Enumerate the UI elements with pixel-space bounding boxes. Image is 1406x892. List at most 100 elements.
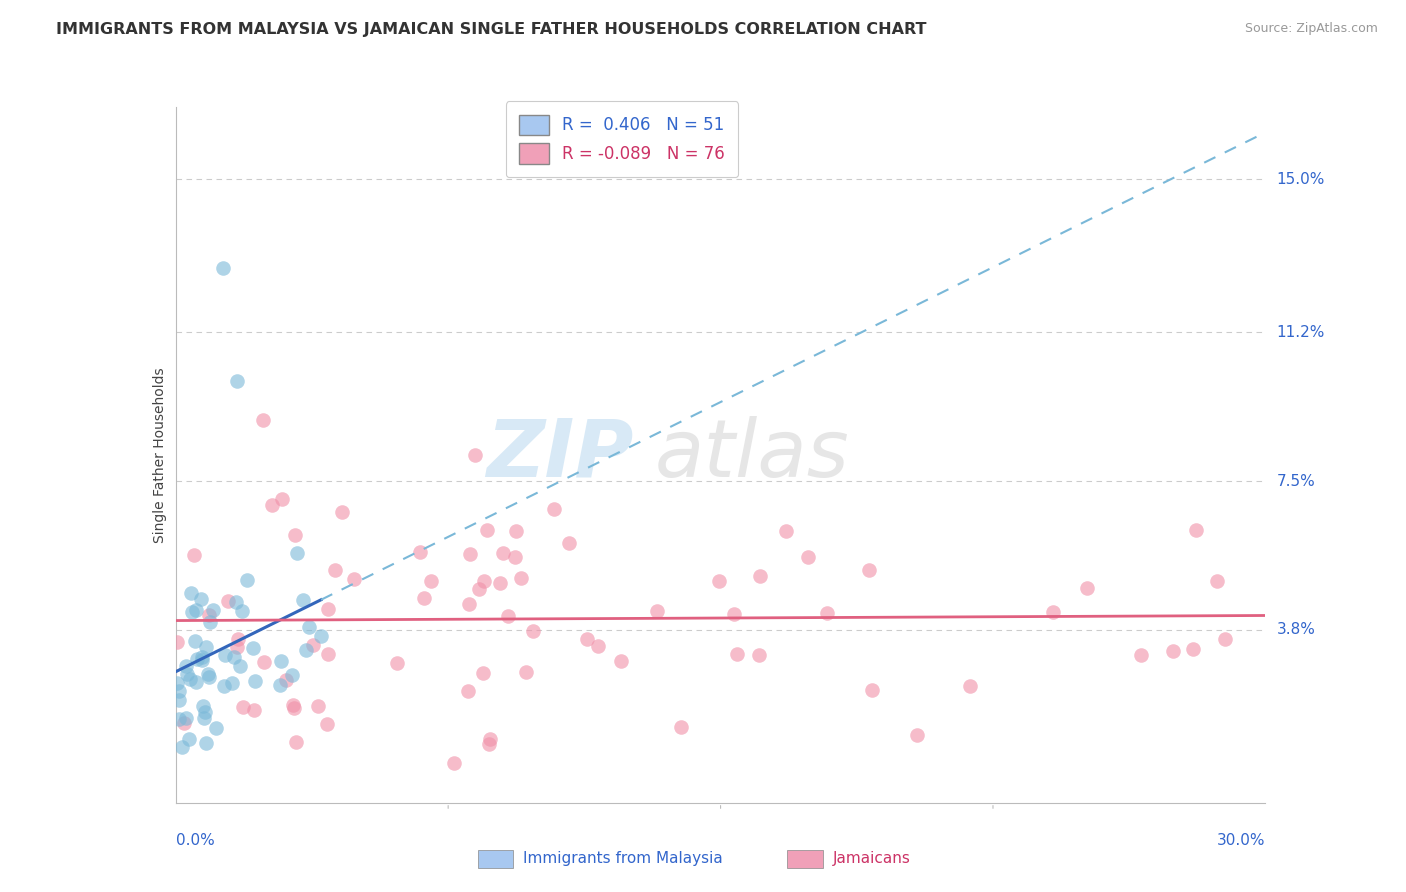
Point xyxy=(181,605,204,619)
Point xyxy=(860,683,883,698)
Point xyxy=(301,638,323,652)
Point xyxy=(252,413,274,427)
Point xyxy=(330,505,353,519)
Point xyxy=(243,703,266,717)
Point xyxy=(292,593,315,607)
Point xyxy=(284,528,307,542)
Point xyxy=(645,604,668,618)
Point xyxy=(468,582,491,596)
Point xyxy=(226,374,249,388)
Text: atlas: atlas xyxy=(655,416,851,494)
Point xyxy=(197,667,219,681)
Point xyxy=(195,640,218,655)
Point xyxy=(815,607,838,621)
Point xyxy=(464,448,486,462)
Text: Immigrants from Malaysia: Immigrants from Malaysia xyxy=(523,852,723,866)
Point xyxy=(1042,605,1064,619)
Point xyxy=(184,675,207,690)
Point xyxy=(193,710,215,724)
Point xyxy=(186,652,208,666)
Point xyxy=(669,720,692,734)
Point xyxy=(204,721,226,735)
Point xyxy=(479,731,502,746)
Point xyxy=(413,591,436,606)
Point xyxy=(471,665,494,680)
Point xyxy=(167,684,190,698)
Point xyxy=(1181,641,1204,656)
Point xyxy=(176,666,198,681)
Point xyxy=(505,524,527,538)
Point xyxy=(1076,581,1098,595)
Point xyxy=(214,648,236,662)
Text: 7.5%: 7.5% xyxy=(1277,474,1315,489)
Text: 3.8%: 3.8% xyxy=(1277,623,1316,638)
Point xyxy=(748,569,770,583)
Point xyxy=(260,498,283,512)
Point xyxy=(225,595,247,609)
Point xyxy=(478,737,501,751)
Point xyxy=(298,620,321,634)
Point xyxy=(858,563,880,577)
Point xyxy=(217,593,239,607)
Point xyxy=(503,549,526,564)
Point xyxy=(170,739,193,754)
Point xyxy=(167,693,190,707)
Point xyxy=(201,602,224,616)
Point xyxy=(775,524,797,539)
Point xyxy=(166,675,188,690)
Point xyxy=(457,684,479,698)
Point xyxy=(184,603,207,617)
Point xyxy=(270,654,292,668)
Point xyxy=(419,574,441,588)
Point xyxy=(283,698,305,712)
Point xyxy=(269,678,291,692)
Point xyxy=(270,491,292,506)
Text: 0.0%: 0.0% xyxy=(176,833,215,848)
Point xyxy=(472,574,495,589)
Point xyxy=(557,536,579,550)
Point xyxy=(610,654,633,668)
Point xyxy=(232,700,254,714)
Point xyxy=(281,668,304,682)
Point xyxy=(191,649,214,664)
Point xyxy=(225,640,247,655)
Text: 15.0%: 15.0% xyxy=(1277,172,1324,187)
Point xyxy=(173,716,195,731)
Point xyxy=(316,601,339,615)
Point xyxy=(194,706,217,720)
Point xyxy=(385,656,408,670)
Text: ZIP: ZIP xyxy=(486,416,633,494)
Point xyxy=(797,549,820,564)
Text: 30.0%: 30.0% xyxy=(1218,833,1265,848)
Point xyxy=(190,592,212,607)
Point xyxy=(235,573,257,587)
Point xyxy=(285,735,308,749)
Point xyxy=(323,563,346,577)
Point xyxy=(198,607,221,622)
Point xyxy=(488,576,510,591)
Point xyxy=(748,648,770,662)
Point xyxy=(1215,632,1237,646)
Text: 11.2%: 11.2% xyxy=(1277,325,1324,340)
Y-axis label: Single Father Households: Single Father Households xyxy=(153,368,167,542)
Point xyxy=(575,632,598,647)
Point xyxy=(723,607,745,622)
Point xyxy=(283,701,305,715)
Point xyxy=(198,670,221,684)
Point xyxy=(226,632,249,646)
Point xyxy=(194,736,217,750)
Text: Jamaicans: Jamaicans xyxy=(832,852,910,866)
Legend: R =  0.406   N = 51, R = -0.089   N = 76: R = 0.406 N = 51, R = -0.089 N = 76 xyxy=(506,102,738,178)
Text: Source: ZipAtlas.com: Source: ZipAtlas.com xyxy=(1244,22,1378,36)
Point xyxy=(1205,574,1227,588)
Point xyxy=(905,728,928,742)
Point xyxy=(509,571,531,585)
Point xyxy=(1129,648,1152,662)
Point xyxy=(191,653,214,667)
Point xyxy=(295,643,318,657)
Point xyxy=(285,545,308,559)
Point xyxy=(522,624,544,638)
Point xyxy=(496,609,519,624)
Point xyxy=(174,659,197,673)
Point xyxy=(253,655,276,669)
